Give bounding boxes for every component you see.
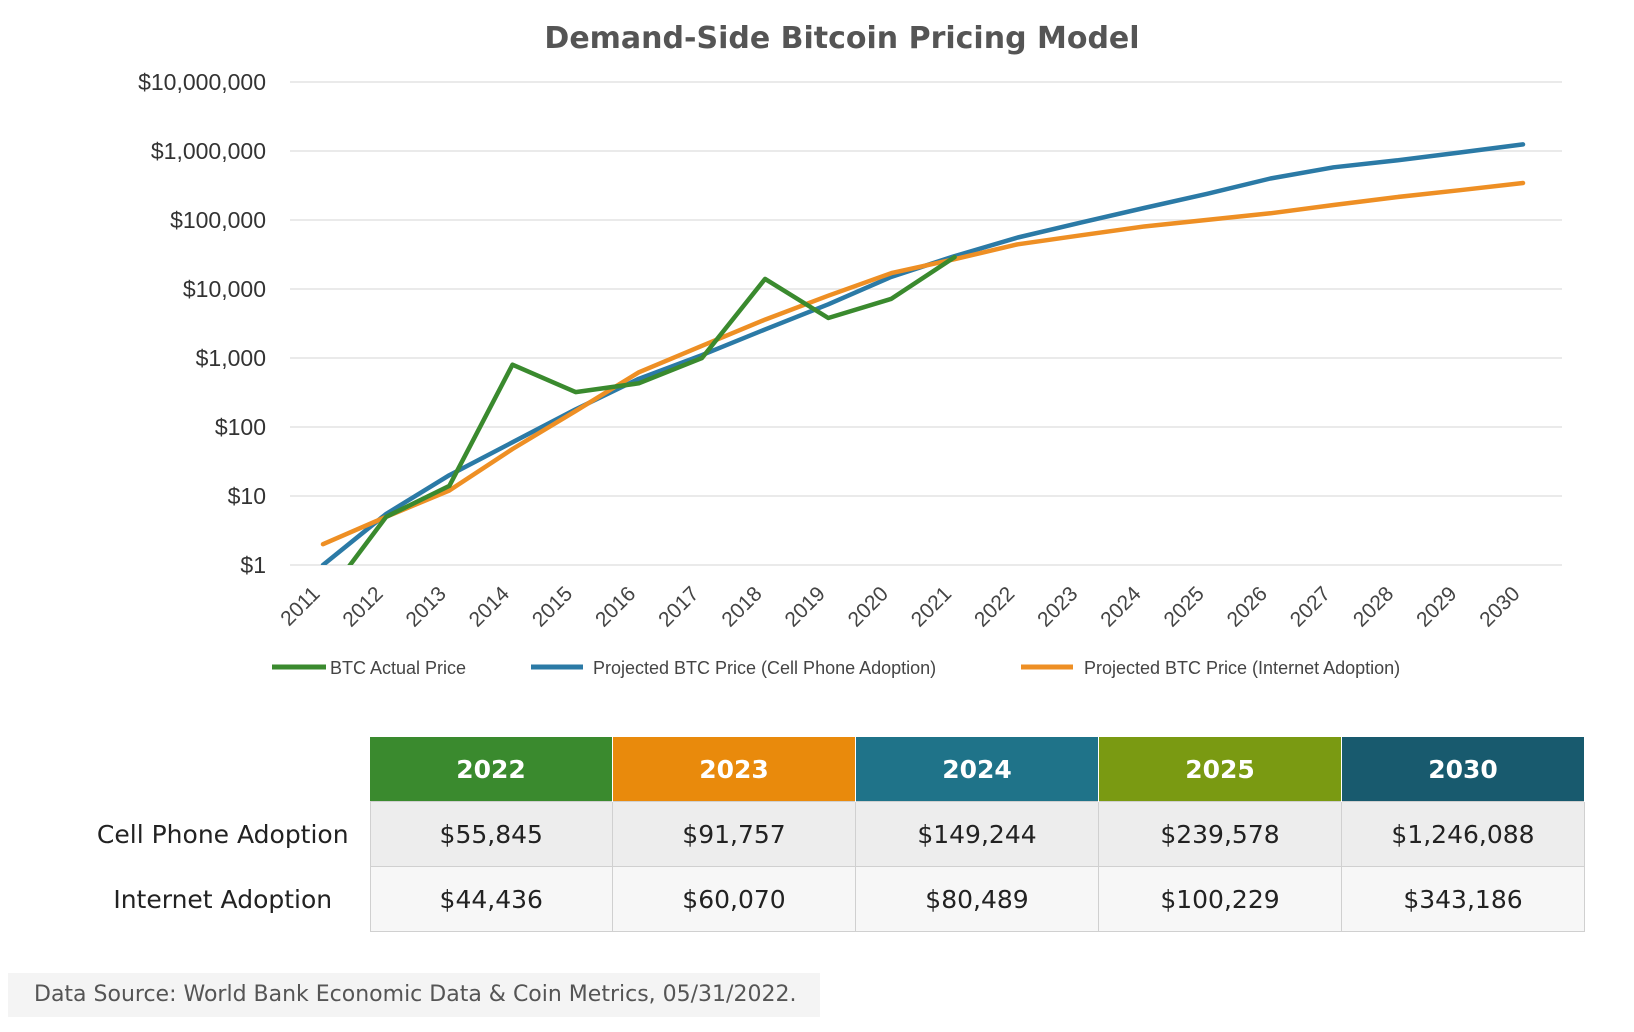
table-cell: $80,489 [855,866,1099,932]
x-tick-label: 2019 [781,582,830,631]
legend-label: Projected BTC Price (Internet Adoption) [1084,658,1400,678]
y-axis-ticks: $1 $10 $100 $1,000 $10,000 $100,000 $1,000,000… [138,69,266,578]
x-tick-label: 2014 [465,582,515,632]
x-tick-label: 2015 [528,582,577,631]
y-tick-label: $1,000,000 [151,138,266,164]
table-cell: $60,070 [612,866,856,932]
chart-title: Demand-Side Bitcoin Pricing Model [544,21,1139,56]
y-tick-label: $10 [228,483,266,509]
table-corner [90,737,370,802]
legend-item-1: Projected BTC Price (Cell Phone Adoption… [531,658,936,678]
x-axis-ticks: 2011 2012 2013 2014 2015 2016 2017 2018 2019 2020… [276,582,1524,632]
table-cell: $44,436 [369,866,613,932]
x-tick-label: 2030 [1475,582,1524,631]
x-tick-label: 2012 [338,582,387,631]
x-tick-label: 2028 [1349,582,1398,631]
y-tick-label: $1 [240,552,266,578]
x-tick-label: 2027 [1286,582,1335,631]
x-tick-label: 2016 [591,582,640,631]
series-line-0 [347,254,957,565]
data-source-note: Data Source: World Bank Economic Data & … [8,973,821,1017]
series-lines [320,142,1526,565]
table-body: Cell Phone Adoption $55,845 $91,757 $149,24… [90,801,1585,932]
price-projection-table: 2022 2023 2024 2025 2030 Cell Phone Adoption… [90,737,1585,932]
legend-label: BTC Actual Price [330,658,466,678]
series-line-1 [320,142,1526,565]
x-tick-label: 2025 [1159,582,1208,631]
x-tick-label: 2029 [1412,582,1461,631]
table-cell: $343,186 [1341,866,1585,932]
legend: BTC Actual Price Projected BTC Price (Cel… [272,658,1400,678]
x-tick-label: 2020 [844,582,893,631]
table-cell: $149,244 [855,801,1099,867]
year-header-2023: 2023 [612,737,856,802]
y-tick-label: $10,000,000 [138,69,266,95]
table-cell: $55,845 [369,801,613,867]
x-tick-label: 2017 [654,582,703,631]
grid [290,81,1562,566]
pricing-chart: Demand-Side Bitcoin Pricing Model $1$10$… [138,21,1562,678]
x-tick-label: 2021 [907,582,956,631]
x-tick-label: 2024 [1096,582,1146,632]
table-cell: $100,229 [1098,866,1342,932]
legend-item-2: Projected BTC Price (Internet Adoption) [1021,658,1400,678]
table-row: Cell Phone Adoption $55,845 $91,757 $149,24… [90,801,1585,867]
table-header-row: 2022 2023 2024 2025 2030 [90,737,1585,802]
y-tick-label: $10,000 [183,276,266,302]
year-header-2022: 2022 [370,737,613,802]
year-header-2024: 2024 [855,737,1099,802]
row-label: Cell Phone Adoption [90,801,370,867]
x-tick-label: 2023 [1033,582,1082,631]
table-cell: $91,757 [612,801,856,867]
y-tick-label: $100,000 [170,207,266,233]
legend-item-0: BTC Actual Price [272,658,466,678]
x-tick-label: 2013 [402,582,451,631]
table-row: Internet Adoption $44,436 $60,070 $80,489 $1… [90,866,1585,932]
year-header-2030: 2030 [1341,737,1585,802]
table-cell: $239,578 [1098,801,1342,867]
x-tick-label: 2022 [970,582,1019,631]
x-tick-label: 2018 [717,582,766,631]
row-label: Internet Adoption [90,866,370,932]
year-header-2025: 2025 [1098,737,1342,802]
legend-label: Projected BTC Price (Cell Phone Adoption… [593,658,936,678]
x-tick-label: 2011 [276,582,324,630]
y-tick-label: $100 [215,414,266,440]
y-tick-label: $1,000 [196,345,266,371]
table-cell: $1,246,088 [1341,801,1585,867]
x-tick-label: 2026 [1223,582,1272,631]
series-line-2 [320,180,1526,547]
